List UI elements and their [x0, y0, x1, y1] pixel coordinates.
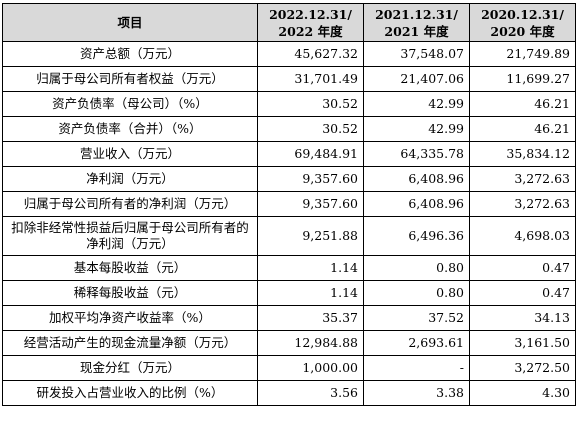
- row-label: 稀释每股收益（元）: [2, 280, 258, 306]
- row-label: 加权平均净资产收益率（%）: [2, 305, 258, 331]
- table-row: 营业收入（万元） 69,484.91 64,335.78 35,834.12: [2, 141, 576, 167]
- row-label: 经营活动产生的现金流量净额（万元）: [2, 330, 258, 356]
- row-label: 扣除非经常性损益后归属于母公司所有者的净利润（万元）: [2, 216, 258, 256]
- table-row: 资产负债率（母公司）（%） 30.52 42.99 46.21: [2, 91, 576, 117]
- row-value: 9,357.60: [257, 166, 364, 192]
- header-period-year: 2021 年度: [384, 23, 449, 39]
- table-row: 扣除非经常性损益后归属于母公司所有者的净利润（万元） 9,251.88 6,496.…: [2, 216, 576, 256]
- header-period-date: 2021.12.31/: [375, 6, 458, 22]
- row-label: 基本每股收益（元）: [2, 255, 258, 281]
- header-period-2020: 2020.12.31/ 2020 年度: [469, 3, 576, 42]
- table-row: 现金分红（万元） 1,000.00-3,272.50: [2, 355, 576, 381]
- row-value: 21,407.06: [363, 66, 470, 92]
- row-value: 45,627.32: [257, 41, 364, 67]
- row-value: -: [363, 355, 470, 381]
- header-item: 项目: [2, 3, 258, 42]
- table-row: 归属于母公司所有者的净利润（万元） 9,357.60 6,408.96 3,272.6…: [2, 191, 576, 217]
- row-value: 30.52: [257, 116, 364, 142]
- table-row: 经营活动产生的现金流量净额（万元） 12,984.88 2,693.61 3,161.…: [2, 330, 576, 356]
- row-value: 12,984.88: [257, 330, 364, 356]
- table-row: 稀释每股收益（元） 1.14 0.80 0.47: [2, 280, 576, 306]
- header-period-date: 2020.12.31/: [481, 6, 564, 22]
- row-value: 35.37: [257, 305, 364, 331]
- header-row: 项目 2022.12.31/ 2022 年度 2021.12.31/ 2021 …: [2, 3, 576, 42]
- row-label: 营业收入（万元）: [2, 141, 258, 167]
- row-value: 0.80: [363, 280, 470, 306]
- row-value: 34.13: [469, 305, 576, 331]
- row-value: 2,693.61: [363, 330, 470, 356]
- table-row: 归属于母公司所有者权益（万元） 31,701.49 21,407.06 11,699.…: [2, 66, 576, 92]
- row-value: 9,251.88: [257, 216, 364, 256]
- row-value: 3,272.63: [469, 166, 576, 192]
- row-value: 6,496.36: [363, 216, 470, 256]
- row-label: 研发投入占营业收入的比例（%）: [2, 380, 258, 406]
- row-value: 0.47: [469, 255, 576, 281]
- row-label: 归属于母公司所有者的净利润（万元）: [2, 191, 258, 217]
- row-value: 30.52: [257, 91, 364, 117]
- financial-summary-table: 项目 2022.12.31/ 2022 年度 2021.12.31/ 2021 …: [2, 3, 576, 406]
- header-period-year: 2020 年度: [490, 23, 555, 39]
- row-label: 归属于母公司所有者权益（万元）: [2, 66, 258, 92]
- row-value: 46.21: [469, 116, 576, 142]
- table-row: 资产负债率（合并）（%） 30.52 42.99 46.21: [2, 116, 576, 142]
- header-period-year: 2022 年度: [278, 23, 343, 39]
- row-value: 64,335.78: [363, 141, 470, 167]
- row-value: 3,272.63: [469, 191, 576, 217]
- row-value: 11,699.27: [469, 66, 576, 92]
- table-body: 资产总额（万元） 45,627.32 37,548.07 21,749.89 归属于母公…: [2, 41, 576, 406]
- row-value: 3.38: [363, 380, 470, 406]
- header-period-2021: 2021.12.31/ 2021 年度: [363, 3, 470, 42]
- row-value: 37,548.07: [363, 41, 470, 67]
- table-row: 资产总额（万元） 45,627.32 37,548.07 21,749.89: [2, 41, 576, 67]
- row-value: 6,408.96: [363, 191, 470, 217]
- row-value: 3,272.50: [469, 355, 576, 381]
- row-value: 21,749.89: [469, 41, 576, 67]
- row-label: 资产负债率（母公司）（%）: [2, 91, 258, 117]
- row-value: 1.14: [257, 280, 364, 306]
- row-value: 42.99: [363, 116, 470, 142]
- row-label: 净利润（万元）: [2, 166, 258, 192]
- row-label: 资产总额（万元）: [2, 41, 258, 67]
- row-value: 3.56: [257, 380, 364, 406]
- row-value: 0.47: [469, 280, 576, 306]
- row-label: 现金分红（万元）: [2, 355, 258, 381]
- row-label: 资产负债率（合并）（%）: [2, 116, 258, 142]
- table-row: 研发投入占营业收入的比例（%） 3.56 3.38 4.30: [2, 380, 576, 406]
- row-value: 1.14: [257, 255, 364, 281]
- row-value: 1,000.00: [257, 355, 364, 381]
- row-value: 4,698.03: [469, 216, 576, 256]
- row-value: 31,701.49: [257, 66, 364, 92]
- row-value: 6,408.96: [363, 166, 470, 192]
- row-value: 9,357.60: [257, 191, 364, 217]
- table-row: 净利润（万元） 9,357.60 6,408.96 3,272.63: [2, 166, 576, 192]
- row-value: 0.80: [363, 255, 470, 281]
- header-period-2022: 2022.12.31/ 2022 年度: [257, 3, 364, 42]
- row-value: 35,834.12: [469, 141, 576, 167]
- header-period-date: 2022.12.31/: [269, 6, 352, 22]
- row-value: 37.52: [363, 305, 470, 331]
- row-value: 42.99: [363, 91, 470, 117]
- table-row: 加权平均净资产收益率（%） 35.37 37.52 34.13: [2, 305, 576, 331]
- row-value: 4.30: [469, 380, 576, 406]
- table-row: 基本每股收益（元） 1.14 0.80 0.47: [2, 255, 576, 281]
- row-value: 3,161.50: [469, 330, 576, 356]
- row-value: 46.21: [469, 91, 576, 117]
- row-value: 69,484.91: [257, 141, 364, 167]
- table-header: 项目 2022.12.31/ 2022 年度 2021.12.31/ 2021 …: [2, 3, 576, 42]
